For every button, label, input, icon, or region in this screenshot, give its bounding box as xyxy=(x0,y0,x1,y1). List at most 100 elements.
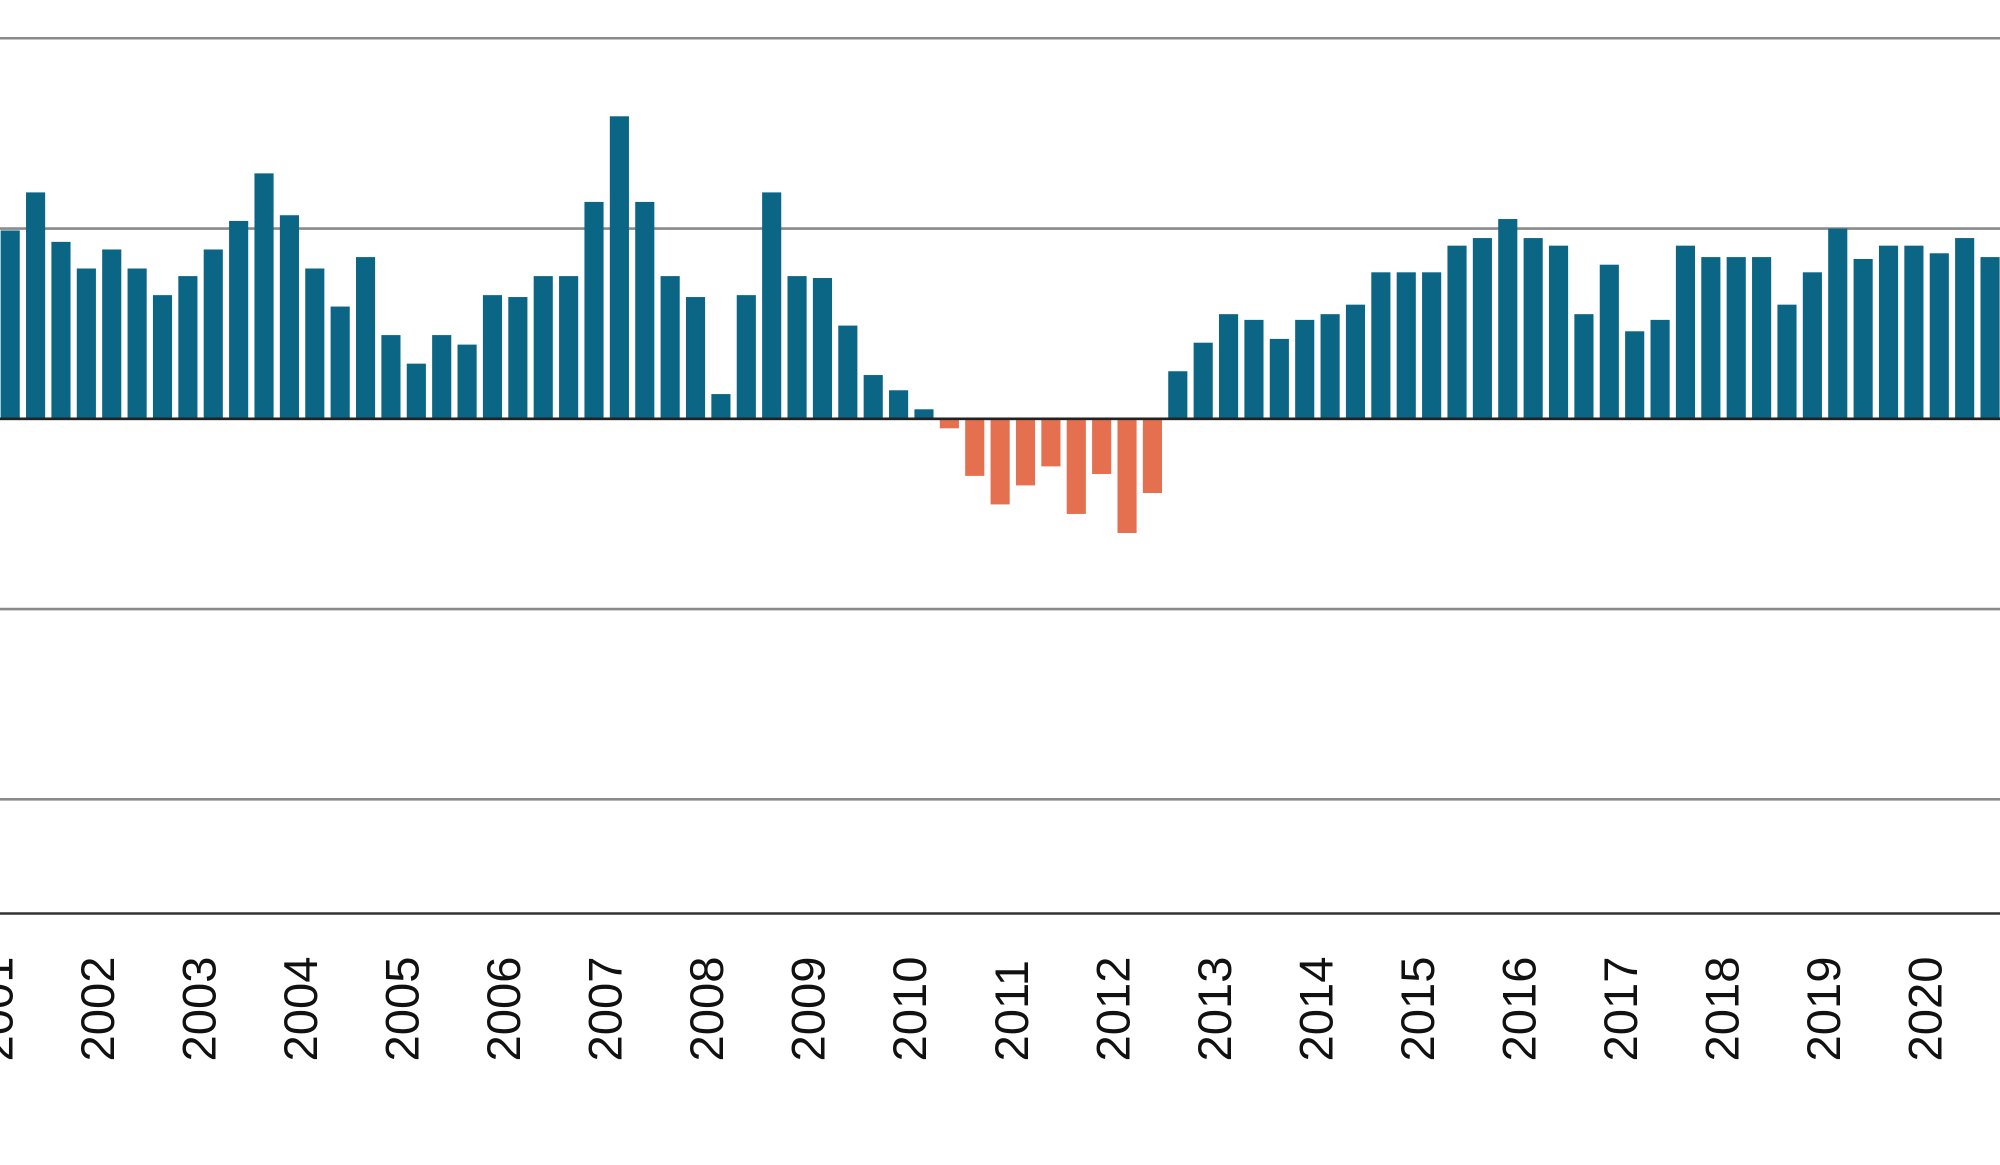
bar xyxy=(229,220,249,419)
bar xyxy=(1193,342,1213,419)
bar xyxy=(1726,257,1746,419)
bar xyxy=(1422,272,1442,419)
x-tick-label: 2015 xyxy=(1392,956,1445,1061)
bar xyxy=(736,295,756,419)
bar xyxy=(1371,272,1391,419)
bar xyxy=(1244,319,1264,419)
bar xyxy=(203,249,223,419)
bar xyxy=(1955,238,1975,419)
bar xyxy=(305,268,325,419)
x-tick-label: 2012 xyxy=(1087,956,1140,1061)
x-tick-label: 2005 xyxy=(377,956,430,1061)
bar xyxy=(406,363,426,419)
bar xyxy=(711,394,731,419)
bar xyxy=(1929,253,1949,419)
bar xyxy=(1802,272,1822,419)
bar xyxy=(432,335,452,419)
bar xyxy=(609,116,629,419)
bar xyxy=(1523,238,1543,419)
bar xyxy=(1168,371,1188,419)
bar xyxy=(1878,245,1899,419)
x-tick-label: 2013 xyxy=(1189,956,1242,1061)
x-tick-label: 2008 xyxy=(681,956,734,1061)
bar xyxy=(1650,319,1670,419)
bar xyxy=(1092,418,1112,474)
bar xyxy=(1015,418,1036,486)
bar xyxy=(965,418,985,476)
x-tick-label: 2017 xyxy=(1595,956,1648,1061)
x-tick-label: 2002 xyxy=(72,956,125,1061)
x-tick-label: 2020 xyxy=(1900,956,1953,1061)
bar xyxy=(1701,257,1721,419)
bar xyxy=(990,418,1010,505)
bar xyxy=(355,257,376,419)
x-tick-label: 2018 xyxy=(1696,956,1749,1061)
bar xyxy=(1041,418,1061,467)
bar xyxy=(279,215,299,419)
bar xyxy=(178,276,198,419)
bar xyxy=(1904,245,1924,419)
bar xyxy=(1295,319,1315,419)
bar xyxy=(254,173,274,419)
bar xyxy=(914,409,934,419)
bar xyxy=(1777,304,1797,419)
x-tick-label: 2007 xyxy=(580,956,633,1061)
bar xyxy=(533,276,553,419)
bar xyxy=(51,241,71,419)
bar xyxy=(584,201,604,419)
bar xyxy=(1828,228,1848,419)
bar xyxy=(1219,314,1239,419)
bar xyxy=(26,192,46,419)
bar xyxy=(1980,257,2000,419)
bar xyxy=(1117,418,1137,533)
bar xyxy=(482,295,503,419)
bar xyxy=(330,306,350,419)
bar xyxy=(76,268,96,419)
bar xyxy=(1675,245,1696,419)
bar xyxy=(635,201,655,419)
x-tick-label: 2010 xyxy=(884,956,937,1061)
bar xyxy=(457,344,477,419)
bar xyxy=(1548,245,1569,419)
bar xyxy=(508,297,528,419)
bar xyxy=(1498,219,1518,419)
x-tick-label: 2016 xyxy=(1493,956,1546,1061)
bar xyxy=(812,278,833,419)
x-tick-label: 2004 xyxy=(275,956,328,1061)
bar xyxy=(1853,258,1873,419)
bar xyxy=(863,375,883,419)
bar xyxy=(889,390,909,419)
bar xyxy=(762,192,782,419)
bar xyxy=(1752,257,1772,419)
x-tick-label: 2011 xyxy=(986,960,1039,1061)
bar xyxy=(939,418,959,429)
bar xyxy=(102,249,122,419)
bar xyxy=(660,276,680,419)
bar xyxy=(1599,264,1619,419)
bar xyxy=(1269,338,1289,419)
x-tick-label: 2014 xyxy=(1290,956,1343,1061)
bar xyxy=(787,276,807,419)
bar xyxy=(0,230,20,419)
bar xyxy=(685,297,706,419)
bar xyxy=(1447,245,1467,419)
bar xyxy=(1066,418,1086,514)
bar xyxy=(838,325,858,419)
bar xyxy=(1396,272,1416,419)
bar xyxy=(559,276,579,419)
bar xyxy=(152,295,173,419)
bar xyxy=(1142,418,1162,494)
bar xyxy=(1320,314,1340,419)
bar xyxy=(1472,238,1492,419)
bar xyxy=(381,335,401,419)
bar xyxy=(1574,314,1594,419)
bar xyxy=(1345,304,1366,419)
x-tick-label: 2006 xyxy=(478,956,531,1061)
x-tick-label: 2019 xyxy=(1798,956,1851,1061)
x-tick-label: 2003 xyxy=(174,956,227,1061)
bar xyxy=(127,268,147,419)
x-tick-label: 2001 xyxy=(0,956,23,1061)
bar xyxy=(1625,331,1645,419)
